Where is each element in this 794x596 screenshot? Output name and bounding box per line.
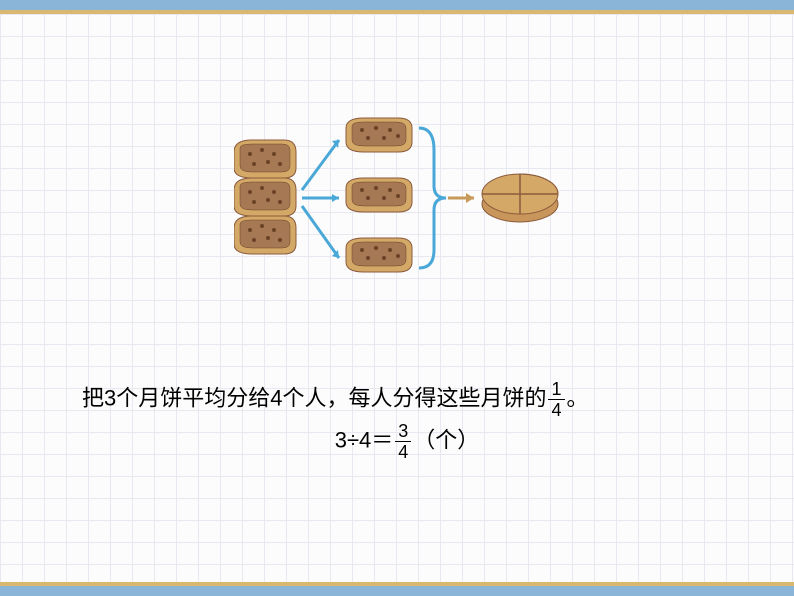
stacked-cakes	[234, 140, 296, 254]
final-arrow	[448, 193, 474, 203]
sentence-line: 把3个月饼平均分给4个人，每人分得这些月饼的 1 4 。	[0, 380, 794, 416]
fraction-three-fourths: 3 4	[395, 422, 411, 461]
fanning-arrows	[302, 140, 339, 258]
sentence-part2: 。	[567, 385, 589, 410]
equation-line: 3÷4＝ 3 4 （个）	[0, 422, 794, 458]
equation-lhs: 3÷4＝	[335, 427, 394, 452]
slide-container: 把3个月饼平均分给4个人，每人分得这些月饼的 1 4 。 3÷4＝ 3 4 （个…	[0, 0, 794, 596]
brace	[419, 128, 446, 268]
mooncake-illustration	[234, 110, 564, 305]
top-border	[0, 0, 794, 10]
bottom-border	[0, 586, 794, 596]
divided-slices	[346, 118, 412, 272]
sentence-part1: 把3个月饼平均分给4个人，每人分得这些月饼的	[82, 385, 546, 410]
whole-mooncake	[482, 174, 558, 222]
text-section: 把3个月饼平均分给4个人，每人分得这些月饼的 1 4 。 3÷4＝ 3 4 （个…	[0, 380, 794, 458]
equation-unit: （个）	[413, 427, 479, 452]
fraction-one-fourth: 1 4	[548, 380, 564, 419]
